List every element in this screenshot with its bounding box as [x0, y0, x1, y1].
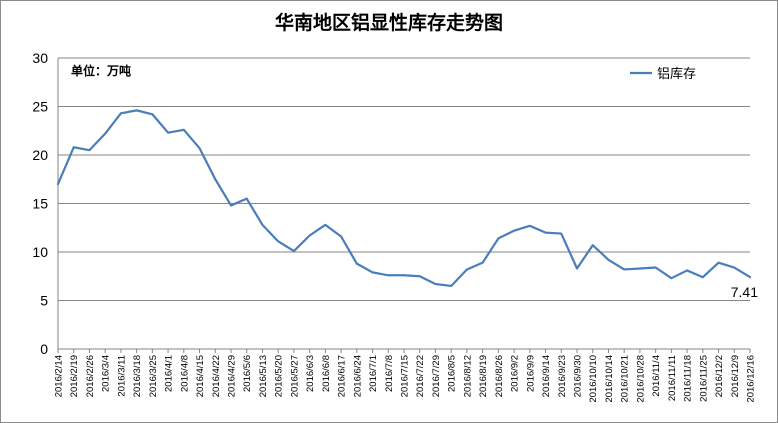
x-tick-label: 2016/3/18	[132, 355, 143, 397]
x-tick-label: 2016/8/19	[478, 355, 489, 397]
chart-title: 华南地区铝显性库存走势图	[275, 11, 503, 34]
x-tick-label: 2016/12/16	[746, 355, 757, 403]
x-tick-label: 2016/9/14	[541, 355, 552, 397]
x-tick-label: 2016/5/6	[242, 355, 253, 392]
x-tick-label: 2016/2/19	[69, 355, 80, 397]
x-tick-label: 2016/9/2	[510, 355, 521, 392]
x-tick-label: 2016/11/25	[698, 355, 709, 402]
x-tick-label: 2016/9/23	[557, 355, 568, 397]
y-tick-label: 10	[32, 244, 48, 260]
x-tick-label: 2016/4/15	[195, 355, 206, 397]
x-tick-label: 2016/6/24	[352, 355, 363, 397]
x-tick-label: 2016/5/13	[258, 355, 269, 397]
y-tick-label: 5	[40, 293, 48, 309]
x-tick-label: 2016/11/18	[683, 355, 694, 402]
x-tick-label: 2016/8/12	[462, 355, 473, 397]
x-tick-label: 2016/2/26	[85, 355, 96, 397]
legend-label: 铝库存	[657, 66, 696, 82]
x-tick-label: 2016/11/4	[651, 355, 662, 397]
data-label: 7.41	[731, 284, 758, 300]
x-tick-label: 2016/5/20	[274, 355, 285, 397]
x-tick-label: 2016/9/30	[573, 355, 584, 397]
gridlines	[58, 57, 750, 301]
x-tick-label: 2016/10/10	[588, 355, 599, 403]
y-tick-label: 15	[32, 196, 48, 212]
x-tick-label: 2016/5/27	[289, 355, 300, 397]
series-layer	[56, 109, 752, 288]
x-tick-label: 2016/10/14	[604, 355, 615, 403]
x-tick-label: 2016/3/25	[148, 355, 159, 397]
x-tick-label: 2016/7/8	[384, 355, 395, 392]
x-tick-label: 2016/3/11	[116, 355, 127, 397]
data-labels: 7.41	[731, 284, 758, 300]
x-tick-label: 2016/4/1	[164, 355, 175, 392]
x-tick-label: 2016/7/22	[415, 355, 426, 397]
x-tick-label: 2016/10/28	[635, 355, 646, 403]
x-tick-label: 2016/8/26	[494, 355, 505, 397]
x-tick-label: 2016/4/29	[227, 355, 238, 397]
x-tick-label: 2016/6/3	[305, 355, 316, 392]
x-tick-label: 2016/7/15	[400, 355, 411, 397]
x-tick-label: 2016/6/17	[337, 355, 348, 397]
x-axis-ticks: 2016/2/14 2016/2/19 2016/2/26 2016/3/4 2016/…	[54, 355, 757, 403]
x-tick-label: 2016/11/11	[667, 355, 678, 401]
x-tick-label: 2016/4/8	[179, 355, 190, 392]
unit-label: 单位：万吨	[71, 63, 131, 78]
y-tick-label: 20	[32, 147, 48, 163]
x-tick-label: 2016/10/21	[620, 355, 631, 403]
x-tick-label: 2016/3/4	[101, 355, 112, 392]
x-tick-label: 2016/12/2	[714, 355, 725, 397]
x-tick-label: 2016/7/29	[431, 355, 442, 397]
x-tick-label: 2016/7/1	[368, 355, 379, 392]
x-tick-label: 2016/4/22	[211, 355, 222, 397]
y-tick-label: 25	[32, 99, 48, 115]
y-axis-ticks: 0 5 10 15 20 25 30	[32, 50, 48, 357]
legend: 铝库存	[630, 66, 696, 82]
x-tick-label: 2016/9/9	[525, 355, 536, 392]
x-tick-label: 2016/6/8	[321, 355, 332, 392]
y-tick-label: 30	[32, 50, 48, 66]
x-tick-label: 2016/2/14	[54, 355, 65, 397]
axes	[57, 58, 751, 353]
series-line	[56, 109, 752, 288]
y-tick-label: 0	[40, 341, 48, 357]
x-tick-label: 2016/12/9	[730, 355, 741, 397]
x-tick-label: 2016/8/5	[447, 355, 458, 392]
